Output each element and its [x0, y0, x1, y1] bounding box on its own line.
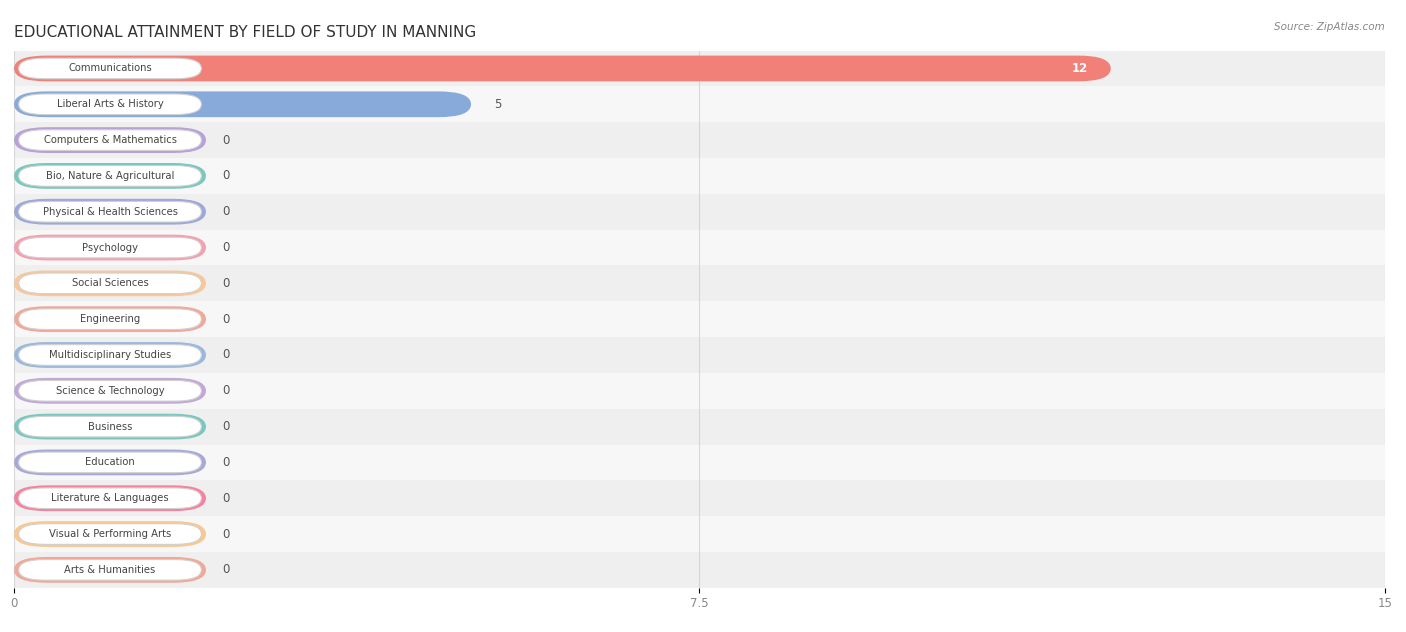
Text: 5: 5 [494, 98, 501, 111]
Bar [14, 552, 1385, 588]
Text: Computers & Mathematics: Computers & Mathematics [44, 135, 177, 145]
FancyBboxPatch shape [18, 344, 201, 365]
Text: Multidisciplinary Studies: Multidisciplinary Studies [49, 350, 172, 360]
Bar [14, 516, 1385, 552]
Text: Business: Business [87, 422, 132, 432]
Text: 0: 0 [222, 205, 229, 218]
Text: Social Sciences: Social Sciences [72, 278, 149, 288]
FancyBboxPatch shape [18, 309, 201, 329]
Text: Arts & Humanities: Arts & Humanities [65, 565, 156, 575]
FancyBboxPatch shape [18, 416, 201, 437]
Text: 0: 0 [222, 492, 229, 505]
Text: Physical & Health Sciences: Physical & Health Sciences [42, 207, 177, 217]
FancyBboxPatch shape [18, 488, 201, 509]
FancyBboxPatch shape [18, 452, 201, 473]
FancyBboxPatch shape [14, 92, 471, 117]
FancyBboxPatch shape [18, 273, 201, 294]
Bar [14, 87, 1385, 122]
Text: 0: 0 [222, 241, 229, 254]
Text: Visual & Performing Arts: Visual & Performing Arts [49, 529, 172, 539]
Text: Engineering: Engineering [80, 314, 141, 324]
Bar [14, 51, 1385, 87]
Bar [14, 337, 1385, 373]
Bar [14, 480, 1385, 516]
FancyBboxPatch shape [14, 270, 207, 296]
FancyBboxPatch shape [18, 559, 201, 580]
FancyBboxPatch shape [14, 449, 207, 475]
FancyBboxPatch shape [14, 307, 207, 332]
FancyBboxPatch shape [18, 58, 201, 79]
Bar [14, 229, 1385, 265]
Text: Bio, Nature & Agricultural: Bio, Nature & Agricultural [46, 171, 174, 181]
Text: 12: 12 [1071, 62, 1088, 75]
FancyBboxPatch shape [14, 557, 207, 583]
Text: 0: 0 [222, 348, 229, 362]
FancyBboxPatch shape [14, 56, 1111, 82]
Text: Source: ZipAtlas.com: Source: ZipAtlas.com [1274, 22, 1385, 32]
Text: Science & Technology: Science & Technology [56, 386, 165, 396]
Text: 0: 0 [222, 169, 229, 183]
FancyBboxPatch shape [14, 378, 207, 404]
Bar [14, 444, 1385, 480]
Text: 0: 0 [222, 384, 229, 398]
Text: Liberal Arts & History: Liberal Arts & History [56, 99, 163, 109]
FancyBboxPatch shape [14, 485, 207, 511]
Text: 0: 0 [222, 277, 229, 290]
Bar [14, 265, 1385, 301]
Text: EDUCATIONAL ATTAINMENT BY FIELD OF STUDY IN MANNING: EDUCATIONAL ATTAINMENT BY FIELD OF STUDY… [14, 25, 477, 40]
Text: Communications: Communications [67, 63, 152, 73]
Bar [14, 373, 1385, 409]
FancyBboxPatch shape [14, 163, 207, 189]
Text: Psychology: Psychology [82, 243, 138, 253]
Text: Literature & Languages: Literature & Languages [51, 493, 169, 503]
FancyBboxPatch shape [18, 130, 201, 150]
Bar [14, 409, 1385, 444]
Bar [14, 158, 1385, 194]
Text: 0: 0 [222, 528, 229, 540]
Bar [14, 194, 1385, 229]
FancyBboxPatch shape [14, 414, 207, 439]
FancyBboxPatch shape [14, 127, 207, 153]
FancyBboxPatch shape [14, 234, 207, 260]
Text: 0: 0 [222, 563, 229, 576]
FancyBboxPatch shape [14, 521, 207, 547]
Text: Education: Education [86, 458, 135, 468]
Text: 0: 0 [222, 313, 229, 325]
Bar [14, 301, 1385, 337]
FancyBboxPatch shape [14, 199, 207, 224]
FancyBboxPatch shape [18, 380, 201, 401]
Text: 0: 0 [222, 456, 229, 469]
FancyBboxPatch shape [18, 202, 201, 222]
Bar [14, 122, 1385, 158]
FancyBboxPatch shape [18, 237, 201, 258]
Text: 0: 0 [222, 420, 229, 433]
FancyBboxPatch shape [18, 94, 201, 114]
FancyBboxPatch shape [18, 166, 201, 186]
FancyBboxPatch shape [18, 524, 201, 544]
FancyBboxPatch shape [14, 342, 207, 368]
Text: 0: 0 [222, 133, 229, 147]
